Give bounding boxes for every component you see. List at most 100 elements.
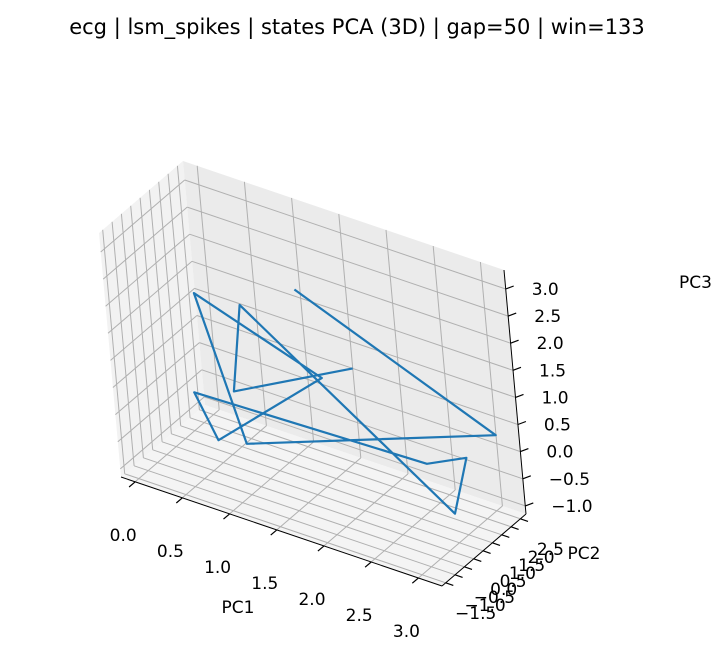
x-tick-mark xyxy=(317,545,325,552)
x-gridline xyxy=(432,245,456,491)
z-gridline xyxy=(107,260,193,334)
x-gridline xyxy=(323,473,409,547)
x-tick-label: 0.5 xyxy=(157,542,184,562)
z-tick-label: 0.0 xyxy=(546,443,573,463)
x-gridline xyxy=(291,197,315,442)
y-gridline xyxy=(124,473,446,584)
x-tick-mark xyxy=(364,561,372,568)
y-tick-label: 0.5 xyxy=(500,572,527,592)
y-tick-mark xyxy=(492,542,501,546)
z-tick-label: 1.0 xyxy=(542,388,569,408)
z-tick-mark xyxy=(512,366,522,371)
z-tick-label: −1.0 xyxy=(551,497,592,517)
y-gridline xyxy=(139,197,163,442)
x-axis-line xyxy=(120,476,443,587)
y-gridline xyxy=(120,213,144,458)
y-tick-label: −1.0 xyxy=(464,596,505,616)
x-tick-label: 2.5 xyxy=(346,606,373,626)
y-tick-label: 1.5 xyxy=(518,556,545,576)
x-tick-label: 2.0 xyxy=(298,590,325,610)
y-tick-mark xyxy=(473,558,482,562)
y-tick-label: 2.5 xyxy=(537,540,564,560)
z-tick-label: 1.5 xyxy=(539,361,566,381)
y-tick-label: 1.0 xyxy=(509,564,536,584)
x-gridline xyxy=(370,489,456,563)
x-tick-mark xyxy=(411,577,419,584)
y-tick-label: 2.0 xyxy=(528,548,555,568)
x-gridline xyxy=(418,505,503,579)
series-group xyxy=(192,288,497,515)
z-gridline xyxy=(119,396,205,470)
y-tick-mark xyxy=(454,574,463,578)
z-gridline xyxy=(194,287,516,398)
z-gridline xyxy=(191,260,514,371)
y-gridline xyxy=(161,441,484,552)
x-tick-label: 3.0 xyxy=(393,622,420,642)
z-tick-mark xyxy=(517,420,527,426)
axes-gridlines xyxy=(100,165,526,584)
axes-spines xyxy=(120,269,527,587)
z-gridline xyxy=(110,288,195,361)
z-tick-label: 2.5 xyxy=(534,307,561,327)
z-tick-label: −0.5 xyxy=(549,470,590,490)
y-gridline xyxy=(130,205,154,450)
z-tick-mark xyxy=(520,448,529,453)
z-axis-line xyxy=(503,269,527,515)
z-tick-mark xyxy=(507,312,517,317)
y-gridline xyxy=(167,173,191,418)
z-tick-mark xyxy=(505,285,514,290)
y-tick-mark xyxy=(510,526,519,530)
z-gridline xyxy=(115,342,200,415)
z-tick-label: 2.0 xyxy=(537,334,564,354)
y-gridline xyxy=(158,181,182,426)
y-gridline xyxy=(102,229,126,474)
x-gridline xyxy=(229,441,314,515)
x-tick-mark xyxy=(223,513,230,520)
z-gridline xyxy=(105,233,190,307)
x-tick-label: 1.5 xyxy=(251,574,278,594)
x-gridline xyxy=(196,165,220,410)
x-gridline xyxy=(182,425,267,499)
x-gridline xyxy=(385,229,409,474)
x-axis-label: PC1 xyxy=(222,598,255,618)
x-gridline xyxy=(479,261,503,507)
z-tick-label: 3.0 xyxy=(532,280,559,300)
z-gridline xyxy=(112,315,198,388)
y-tick-label: −0.5 xyxy=(474,588,515,608)
z-gridline xyxy=(189,233,511,344)
y-axis-line xyxy=(441,513,527,587)
x-gridline xyxy=(134,409,220,483)
x-gridline xyxy=(338,213,362,458)
z-gridline xyxy=(184,179,506,290)
x-gridline xyxy=(276,457,362,531)
series-line xyxy=(192,288,497,515)
z-tick-mark xyxy=(510,339,519,344)
y-tick-mark xyxy=(520,518,529,522)
x-tick-mark xyxy=(128,481,136,488)
z-gridline xyxy=(204,396,526,507)
y-gridline xyxy=(176,165,200,410)
y-gridline xyxy=(180,425,502,536)
axes-ticks: 0.00.51.01.52.02.53.0−1.5−1.0−0.50.00.51… xyxy=(110,280,593,642)
z-gridline xyxy=(100,179,186,253)
y-gridline xyxy=(143,457,465,568)
y-tick-mark xyxy=(501,534,510,538)
z-gridline xyxy=(187,206,509,317)
y-tick-label: 0.0 xyxy=(490,580,517,600)
axes-panes xyxy=(99,161,526,586)
x-tick-mark xyxy=(175,497,183,504)
x-tick-label: 1.0 xyxy=(204,558,231,578)
chart-title: ecg | lsm_spikes | states PCA (3D) | gap… xyxy=(69,15,645,40)
y-tick-mark xyxy=(464,566,473,570)
y-tick-mark xyxy=(445,582,454,586)
z-tick-mark xyxy=(525,502,534,507)
y-tick-mark xyxy=(482,550,491,554)
floor-pane xyxy=(121,405,526,586)
y-gridline xyxy=(199,409,521,520)
y-gridline xyxy=(148,189,172,434)
y-axis-label: PC2 xyxy=(568,544,601,564)
z-gridline xyxy=(196,315,519,425)
back-pane xyxy=(183,161,526,514)
y-gridline xyxy=(133,465,456,576)
